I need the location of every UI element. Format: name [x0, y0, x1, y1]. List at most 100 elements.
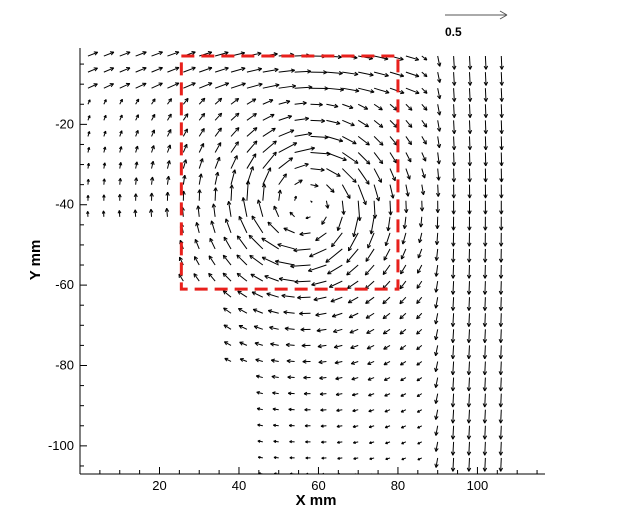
- velocity-arrow-shaft: [500, 345, 502, 359]
- velocity-arrow-head: [305, 457, 309, 460]
- velocity-arrow-head: [451, 484, 453, 488]
- velocity-arrow-shaft: [230, 169, 236, 185]
- velocity-arrow-shaft: [435, 457, 439, 468]
- velocity-arrow-head: [468, 242, 472, 247]
- velocity-arrow-head: [270, 359, 275, 363]
- velocity-arrow-head: [365, 299, 368, 304]
- velocity-arrow-shaft: [212, 203, 216, 217]
- velocity-arrow-head: [183, 128, 188, 132]
- velocity-arrow-head: [482, 290, 486, 295]
- velocity-arrow-head: [320, 409, 324, 412]
- velocity-arrow-head: [452, 81, 455, 86]
- velocity-arrow-shaft: [484, 120, 487, 134]
- velocity-arrow-head: [468, 435, 472, 440]
- velocity-arrow-head: [401, 256, 405, 260]
- velocity-arrow-head: [369, 72, 374, 76]
- velocity-arrow-shaft: [239, 358, 248, 362]
- velocity-arrow-shaft: [435, 345, 439, 356]
- velocity-arrow-head: [222, 255, 225, 260]
- velocity-arrow-shaft: [238, 308, 248, 314]
- velocity-arrow-head: [485, 130, 488, 134]
- velocity-arrow-head: [469, 178, 472, 183]
- velocity-arrow-head: [118, 146, 122, 150]
- velocity-arrow-shaft: [484, 72, 487, 86]
- velocity-arrow-head: [110, 67, 115, 72]
- velocity-arrow-head: [400, 56, 404, 60]
- velocity-arrow-head: [407, 159, 412, 163]
- velocity-arrow-head: [274, 151, 277, 157]
- velocity-arrow-head: [453, 65, 457, 70]
- velocity-arrow-head: [500, 467, 504, 472]
- velocity-arrow-shaft: [310, 184, 319, 187]
- velocity-arrow-shaft: [399, 296, 407, 305]
- velocity-arrow-head: [290, 68, 295, 71]
- velocity-arrow-shaft: [500, 72, 503, 86]
- velocity-arrow-shaft: [230, 112, 240, 121]
- velocity-arrow-head: [127, 51, 131, 56]
- velocity-arrow-head: [416, 348, 421, 351]
- velocity-arrow-head: [304, 409, 308, 412]
- velocity-arrow-head: [451, 226, 454, 231]
- velocity-arrow-head: [452, 323, 456, 327]
- velocity-arrow-head: [383, 332, 388, 335]
- velocity-arrow-shaft: [500, 457, 502, 472]
- velocity-arrow-shaft: [468, 329, 470, 343]
- velocity-arrow-head: [184, 113, 189, 117]
- velocity-arrow-head: [252, 166, 255, 171]
- velocity-arrow-shaft: [249, 255, 264, 266]
- velocity-arrow-shaft: [246, 127, 258, 137]
- velocity-arrow-head: [86, 178, 89, 182]
- velocity-arrow-head: [281, 295, 286, 299]
- velocity-arrow-shaft: [182, 98, 189, 105]
- velocity-arrow-head: [346, 195, 351, 199]
- velocity-arrow-shaft: [315, 312, 327, 316]
- velocity-arrow-head: [254, 341, 259, 344]
- velocity-arrow-shaft: [500, 441, 502, 456]
- velocity-arrow-head: [425, 56, 428, 61]
- velocity-arrow-head: [435, 432, 439, 436]
- velocity-arrow-head: [217, 127, 222, 131]
- velocity-arrow-head: [331, 242, 333, 247]
- velocity-arrow-head: [330, 298, 334, 302]
- velocity-arrow-head: [482, 419, 486, 424]
- velocity-arrow-head: [466, 451, 470, 456]
- velocity-arrow-head: [453, 484, 455, 487]
- velocity-arrow-head: [468, 339, 472, 344]
- velocity-arrow-head: [223, 290, 228, 293]
- velocity-arrow-head: [346, 271, 349, 276]
- velocity-arrow-head: [482, 322, 486, 327]
- velocity-arrow-shaft: [266, 293, 279, 298]
- velocity-arrow-head: [152, 176, 155, 181]
- velocity-arrow-shaft: [389, 184, 394, 199]
- velocity-arrow-head: [468, 387, 472, 392]
- velocity-arrow-head: [343, 210, 346, 215]
- velocity-arrow-head: [420, 191, 424, 196]
- velocity-arrow-head: [408, 108, 413, 111]
- velocity-arrow-head: [287, 114, 292, 117]
- velocity-arrow-head: [166, 175, 170, 180]
- velocity-arrow-head: [203, 113, 206, 118]
- velocity-arrow-head: [208, 272, 213, 276]
- velocity-arrow-head: [436, 176, 440, 181]
- velocity-arrow-head: [337, 56, 342, 60]
- velocity-arrow-head: [291, 84, 296, 87]
- velocity-arrow-shaft: [373, 200, 376, 219]
- velocity-arrow-shaft: [311, 280, 327, 286]
- velocity-arrow-head: [468, 290, 472, 295]
- velocity-arrow-head: [307, 131, 313, 134]
- velocity-arrow-head: [450, 451, 454, 456]
- velocity-arrow-head: [86, 162, 90, 166]
- velocity-arrow-head: [200, 127, 205, 131]
- velocity-arrow-head: [451, 194, 455, 199]
- velocity-arrow-shaft: [468, 297, 470, 311]
- velocity-arrow-shaft: [166, 129, 172, 137]
- velocity-arrow-head: [167, 113, 172, 117]
- velocity-arrow-head: [484, 403, 488, 408]
- velocity-arrow-head: [179, 256, 183, 260]
- velocity-arrow-shaft: [367, 361, 375, 365]
- velocity-arrow-head: [331, 244, 336, 248]
- velocity-arrow-head: [211, 220, 215, 225]
- velocity-arrow-head: [436, 144, 440, 149]
- velocity-arrow-head: [103, 99, 107, 102]
- velocity-arrow-head: [196, 222, 200, 226]
